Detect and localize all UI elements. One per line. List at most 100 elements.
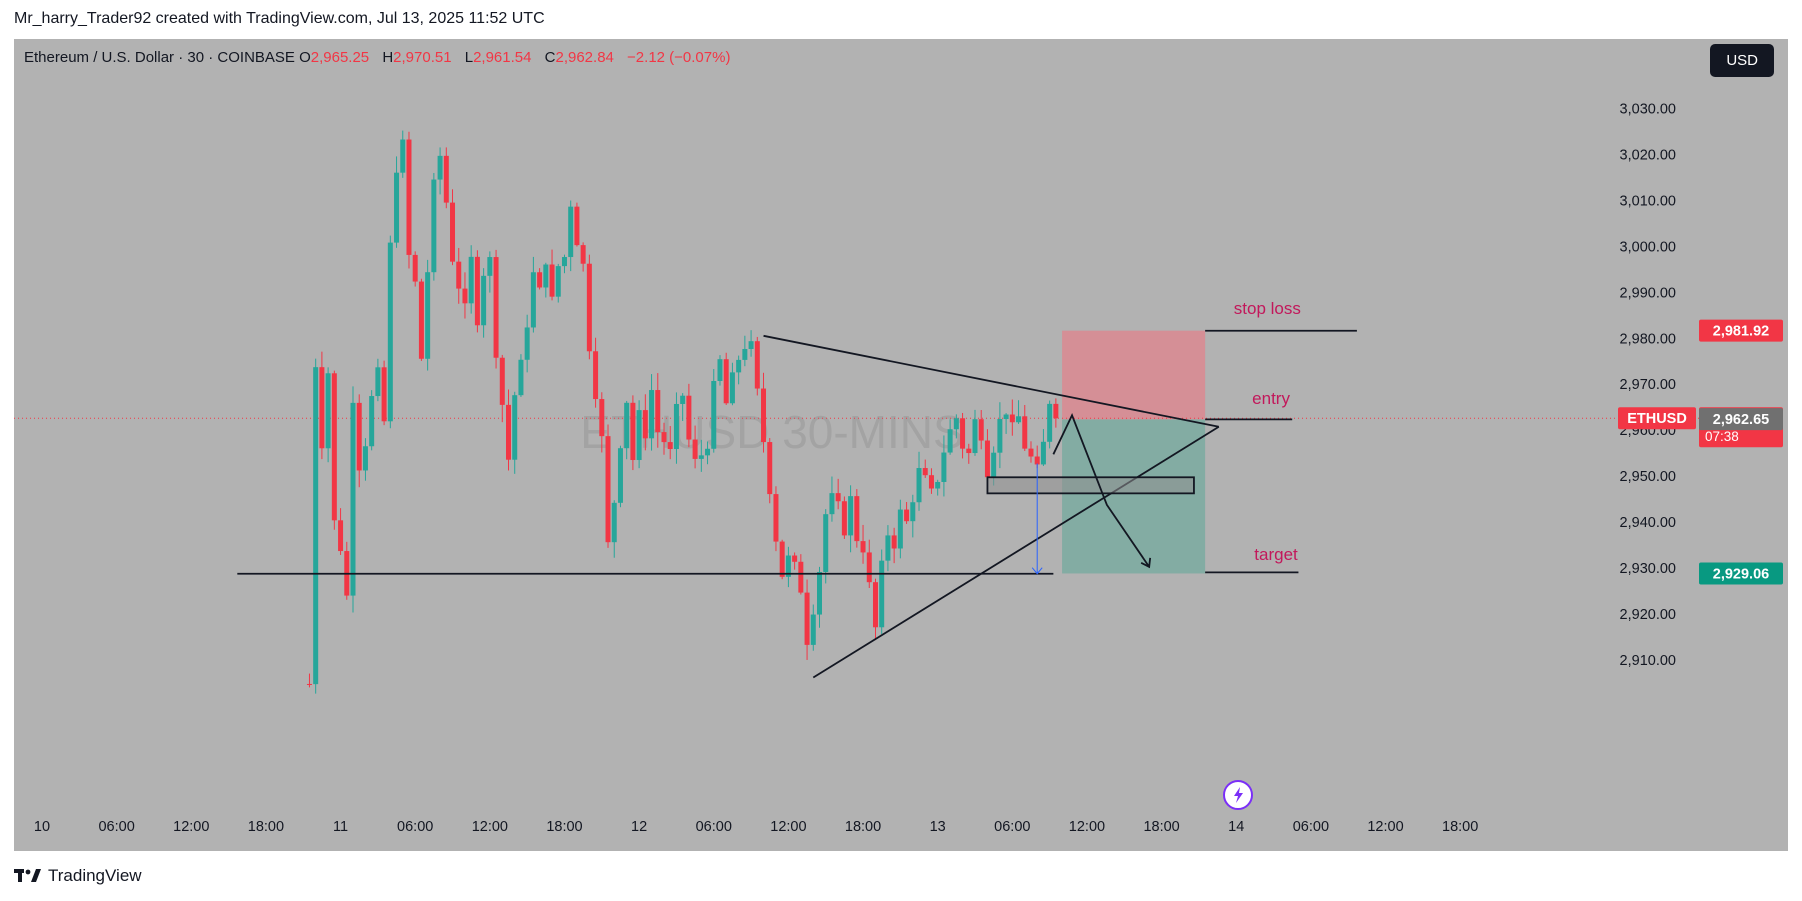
- candle-body: [530, 272, 536, 328]
- candle-body: [537, 272, 543, 288]
- candle-body: [848, 496, 854, 536]
- x-tick-label: 12: [631, 819, 647, 835]
- candle-body: [680, 395, 686, 404]
- candle-body: [1040, 441, 1046, 465]
- change-value: −2.12 (−0.07%): [627, 49, 731, 66]
- candle-body: [313, 367, 319, 685]
- x-tick-label: 10: [34, 819, 50, 835]
- candle-body: [773, 494, 779, 542]
- candle-body: [524, 327, 530, 360]
- entry-price-tag: [1699, 408, 1783, 431]
- candle-body: [437, 155, 443, 180]
- target-zone: [1062, 419, 1206, 574]
- candle-body: [512, 395, 518, 460]
- candle-body: [636, 410, 642, 461]
- y-tick-label: 2,970.00: [1620, 377, 1676, 393]
- candle-body: [599, 399, 605, 437]
- candle-body: [854, 496, 860, 542]
- entry-price-tag-text: 2,962.65: [1713, 412, 1769, 428]
- candle-body: [997, 419, 1003, 453]
- candle-body: [586, 263, 592, 352]
- candle-body: [717, 359, 723, 382]
- candle-body: [829, 493, 835, 515]
- x-tick-label: 12:00: [770, 819, 806, 835]
- candle-body: [574, 206, 580, 246]
- candle-body: [798, 561, 804, 593]
- x-tick-label: 06:00: [98, 819, 134, 835]
- candle-body: [910, 502, 916, 522]
- lower-trendline: [812, 425, 1220, 679]
- low-label: L: [464, 49, 474, 66]
- candle-body: [1016, 416, 1022, 423]
- candle-body: [443, 155, 449, 203]
- brand-name: TradingView: [48, 866, 142, 885]
- candle-body: [692, 439, 698, 459]
- x-tick-label: 06:00: [994, 819, 1030, 835]
- candle-body: [418, 281, 424, 359]
- candle-body: [431, 179, 437, 273]
- candle-body: [916, 468, 922, 503]
- x-tick-label: 14: [1228, 819, 1244, 835]
- candle-body: [748, 341, 754, 349]
- y-tick-label: 2,930.00: [1620, 561, 1676, 577]
- high-label: H: [382, 49, 394, 66]
- candle-body: [456, 261, 462, 289]
- chart-panel[interactable]: ETHUSD 30-MINS stop loss entry target 2,91…: [14, 39, 1788, 851]
- candle-body: [1028, 448, 1034, 457]
- candle-body: [605, 436, 611, 543]
- candle-body: [319, 367, 325, 449]
- symbol-title: Ethereum / U.S. Dollar · 30 · COINBASE: [24, 49, 295, 66]
- currency-button[interactable]: USD: [1710, 44, 1774, 77]
- candle-body: [630, 402, 636, 461]
- candle-body: [841, 501, 847, 536]
- x-tick-label: 18:00: [1143, 819, 1179, 835]
- candle-body: [885, 535, 891, 561]
- candle-body: [928, 475, 934, 489]
- projected-path-arrowhead: [1140, 557, 1152, 569]
- candle-body: [817, 571, 822, 615]
- candle-body: [356, 402, 362, 471]
- candle-body: [686, 395, 692, 440]
- candle-body: [481, 275, 487, 326]
- candle-body: [953, 418, 959, 430]
- candle-body: [804, 592, 810, 645]
- candle-body: [723, 359, 729, 404]
- target-label: target: [1254, 545, 1298, 564]
- target-price-tag-text: 2,929.06: [1713, 566, 1769, 582]
- measure-arrowhead: [1031, 567, 1043, 575]
- candle-body: [406, 139, 412, 255]
- candle-body: [978, 419, 984, 441]
- candle-body: [624, 402, 630, 449]
- candle-body: [984, 440, 990, 478]
- candle-body: [947, 429, 953, 453]
- candle-body: [611, 502, 617, 543]
- candle-body: [872, 582, 878, 628]
- ai-assist-icon[interactable]: [1223, 780, 1253, 810]
- candle-body: [661, 432, 667, 443]
- x-tick-label: 18:00: [845, 819, 881, 835]
- candle-body: [1003, 414, 1009, 420]
- candle-body: [338, 520, 344, 552]
- candle-body: [935, 481, 941, 489]
- candle-body: [779, 541, 785, 577]
- candle-body: [711, 381, 717, 449]
- candle-body: [549, 264, 555, 297]
- candle-body: [655, 390, 661, 433]
- candle-body: [561, 257, 567, 267]
- candle-body: [543, 264, 549, 288]
- symbol-tag-text: ETHUSD: [1627, 411, 1687, 427]
- stop-price-tag: [1699, 319, 1783, 342]
- y-tick-label: 2,990.00: [1620, 285, 1676, 301]
- candle-body: [493, 257, 499, 358]
- candle-body: [369, 396, 375, 447]
- candle-body: [673, 403, 679, 450]
- candle-body: [331, 373, 337, 521]
- stop-loss-zone: [1062, 330, 1206, 420]
- y-tick-label: 3,010.00: [1620, 194, 1676, 210]
- candle-body: [891, 535, 897, 549]
- candle-body: [568, 206, 574, 258]
- candle-body: [412, 254, 418, 282]
- candle-body: [400, 139, 406, 173]
- candle-body: [362, 446, 368, 471]
